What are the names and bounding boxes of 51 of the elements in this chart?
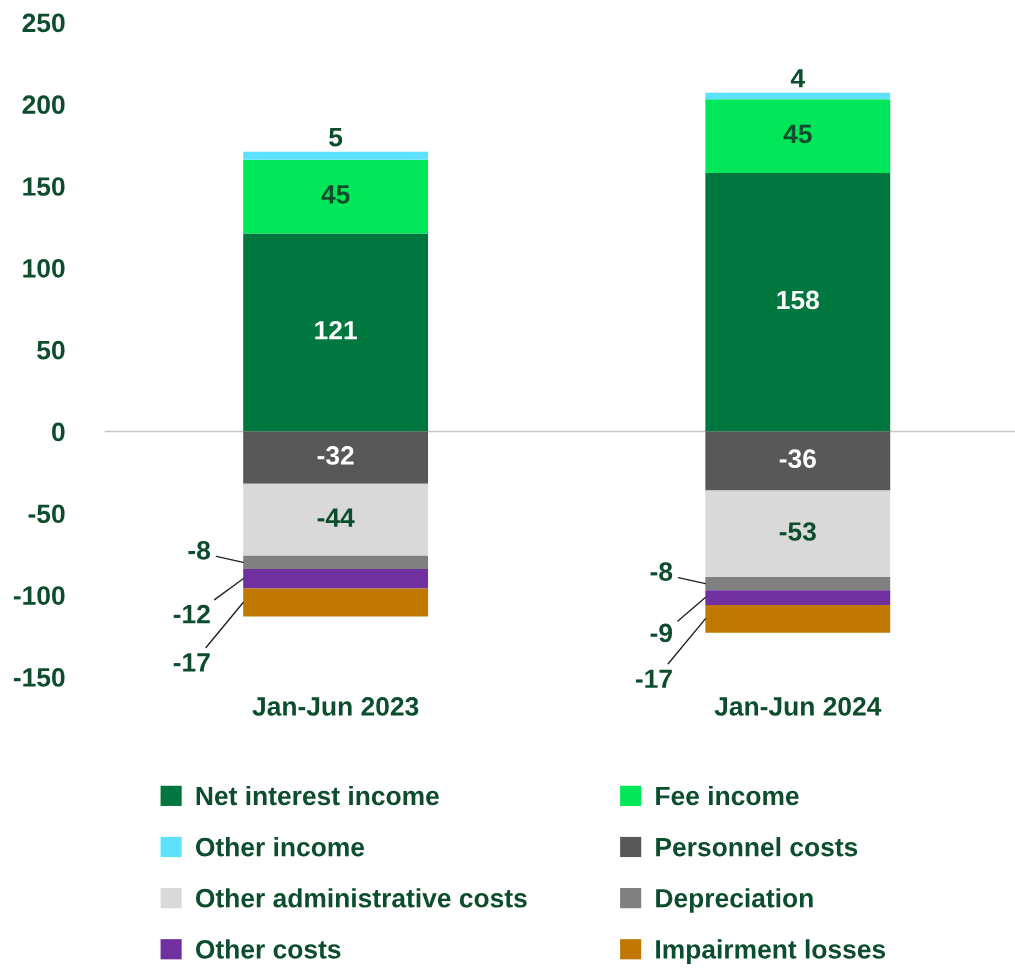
y-tick-label: 200 [22, 95, 65, 115]
bar [243, 555, 429, 569]
x-tick-label: Jan-Jun 2023 [252, 697, 419, 716]
legend-label: Depreciation [656, 888, 813, 913]
data-label: -12 [173, 604, 210, 624]
data-label: -17 [635, 669, 672, 688]
legend-label: Impairment losses [656, 939, 886, 964]
data-label: -17 [173, 653, 210, 672]
bar [705, 99, 891, 173]
data-label: 121 [315, 320, 357, 340]
bar [705, 577, 891, 591]
bar [243, 431, 429, 484]
legend-label: Net interest income [196, 785, 439, 806]
y-tick-label: 150 [23, 177, 65, 196]
data-label: 45 [783, 124, 812, 144]
bar [705, 604, 891, 633]
bar [243, 151, 429, 160]
data-label: 158 [777, 290, 819, 310]
data-label: -53 [779, 522, 816, 541]
legend-label: Fee income [656, 785, 799, 806]
data-label: -9 [650, 623, 673, 643]
legend-label: Personnel costs [656, 837, 858, 857]
data-label: -32 [317, 446, 354, 465]
data-label: -44 [317, 508, 355, 527]
y-tick-label: -50 [28, 504, 65, 524]
data-label: -8 [650, 562, 673, 581]
legend-label: Other administrative costs [195, 888, 527, 908]
data-label: 5 [329, 128, 343, 147]
bar [705, 172, 891, 432]
bar [243, 159, 429, 234]
bar [243, 233, 429, 432]
x-tick-label: Jan-Jun 2024 [714, 697, 882, 716]
y-tick-label: -150 [13, 668, 65, 687]
y-tick-label: 100 [23, 258, 65, 278]
legend-label: Other costs [195, 939, 341, 959]
bar [243, 483, 429, 556]
data-label: 4 [790, 69, 805, 88]
bar [243, 568, 429, 589]
data-label: -36 [779, 449, 816, 469]
bar [705, 490, 891, 578]
data-label: 45 [321, 185, 350, 204]
bar [705, 431, 891, 491]
bar [705, 92, 891, 100]
y-tick-label: 0 [52, 422, 65, 442]
y-tick-label: 50 [37, 340, 65, 360]
legend-label: Other income [195, 837, 365, 857]
bar [243, 588, 429, 617]
bar [705, 590, 891, 605]
y-tick-label: 250 [22, 13, 65, 33]
y-tick-label: -100 [13, 586, 65, 605]
data-label: -8 [188, 540, 211, 560]
